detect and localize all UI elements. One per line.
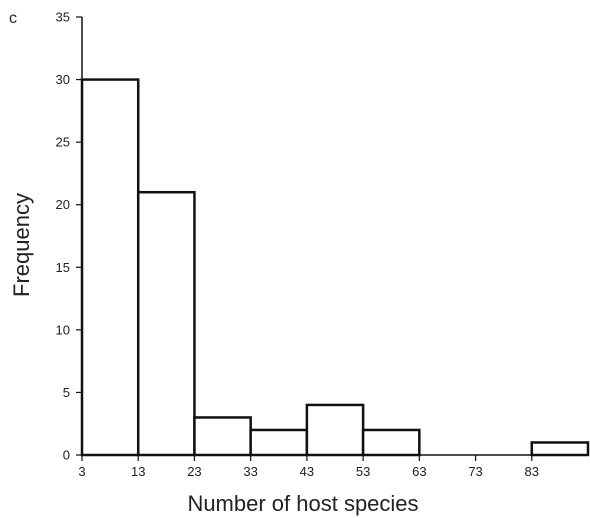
y-tick-label: 10 [56,322,70,337]
histogram-bar [249,428,309,457]
x-ticks: 3 13 23 33 43 53 63 73 83 [78,455,539,479]
histogram-bar [530,441,590,457]
histogram-bar [305,403,365,457]
y-ticks: 0 5 10 15 20 25 30 35 [56,10,82,463]
y-tick-label: 30 [56,72,70,87]
x-tick-label: 13 [131,464,145,479]
y-tick-label: 0 [63,448,70,463]
axes-layer [81,17,588,456]
x-tick-label: 63 [412,464,426,479]
x-tick-label: 83 [525,464,539,479]
x-tick-label: 43 [300,464,314,479]
y-tick-label: 20 [56,197,70,212]
histogram-bar [80,78,140,457]
y-axis-title: Frequency [9,193,34,297]
x-axis-title: Number of host species [187,491,418,516]
y-tick-label: 15 [56,260,70,275]
histogram-bar [136,190,196,457]
y-tick-label: 35 [56,10,70,25]
y-tick-label: 5 [63,385,70,400]
x-tick-label: 33 [243,464,257,479]
x-tick-label: 53 [356,464,370,479]
histogram-bar [361,428,421,457]
x-tick-label: 23 [187,464,201,479]
panel-label: c [9,10,17,27]
x-tick-label: 73 [468,464,482,479]
x-tick-label: 3 [78,464,85,479]
histogram-bar [193,416,252,457]
y-tick-label: 25 [56,135,70,150]
bars-layer [80,78,590,457]
